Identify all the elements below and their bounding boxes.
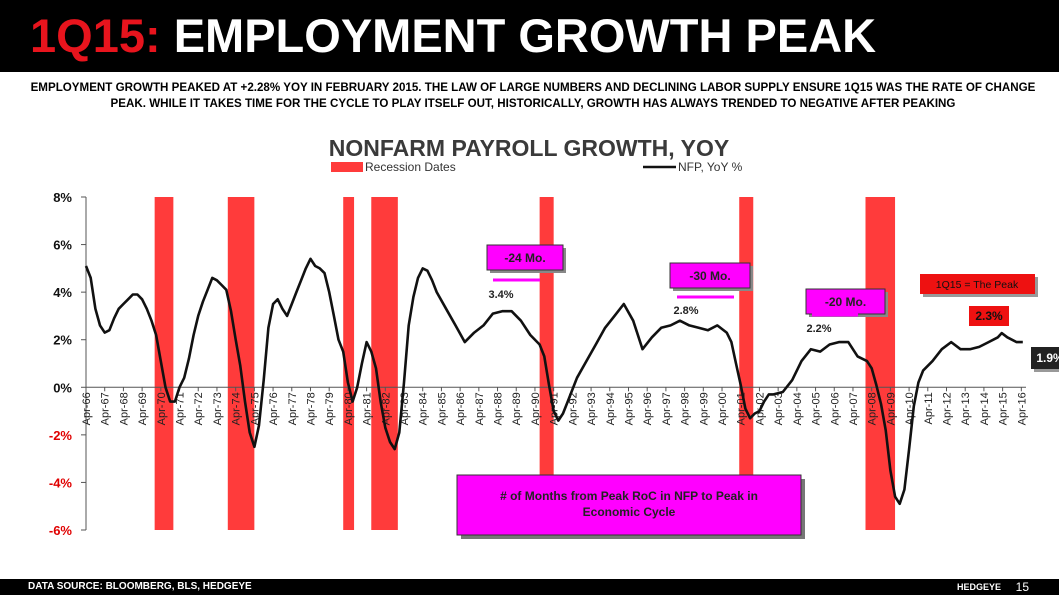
x-tick-label: Apr-71 [175, 392, 187, 425]
peak-title-label: 1Q15 = The Peak [936, 279, 1019, 291]
page-title-prefix: 1Q15: [30, 9, 161, 62]
x-tick-label: Apr-98 [680, 392, 692, 425]
x-tick-label: Apr-79 [324, 392, 336, 425]
x-tick-label: Apr-16 [1016, 392, 1028, 425]
page-subtitle: EMPLOYMENT GROWTH PEAKED AT +2.28% YOY I… [30, 81, 1036, 110]
x-tick-label: Apr-94 [605, 392, 617, 425]
x-tick-label: Apr-99 [698, 392, 710, 425]
cycle-peak-label: 2.2% [806, 323, 831, 335]
cycle-months-box [669, 262, 751, 289]
y-tick-label: 2% [53, 333, 72, 348]
cycle-peak-label: 2.8% [673, 305, 698, 317]
legend-label-nfp: NFP, YoY % [678, 160, 743, 174]
cycle-months-label: -20 Mo. [825, 295, 866, 309]
x-tick-label: Apr-87 [474, 392, 486, 425]
legend-label-recession: Recession Dates [365, 160, 456, 174]
x-tick-label: Apr-05 [811, 392, 823, 425]
x-tick-label: Apr-09 [885, 392, 897, 425]
page-title-main: EMPLOYMENT GROWTH PEAK [173, 9, 877, 62]
callout-text: # of Months from Peak RoC in NFP to Peak… [500, 489, 758, 519]
x-tick-label: Apr-07 [848, 392, 860, 425]
current-value-label: 1.9% [1036, 351, 1059, 365]
nfp-series-line [84, 257, 1023, 506]
x-tick-label: Apr-89 [511, 392, 523, 425]
y-tick-label: 4% [53, 285, 72, 300]
current-value-box [1031, 347, 1059, 369]
x-tick-label: Apr-04 [792, 392, 804, 425]
cycle-months-label: -30 Mo. [689, 269, 730, 283]
cycle-months-box [805, 288, 886, 315]
y-tick-label: 0% [53, 380, 72, 395]
x-tick-label: Apr-84 [418, 392, 430, 425]
x-tick-label: Apr-70 [156, 392, 168, 425]
chart-title: NONFARM PAYROLL GROWTH, YOY [329, 135, 729, 161]
x-tick-label: Apr-69 [137, 392, 149, 425]
x-tick-label: Apr-67 [100, 392, 112, 425]
x-tick-label: Apr-75 [249, 392, 261, 425]
callout-box [456, 474, 802, 536]
page-number: 15 [1015, 580, 1029, 594]
x-tick-label: Apr-72 [193, 392, 205, 425]
x-tick-label: Apr-95 [623, 392, 635, 425]
x-tick-label: Apr-74 [231, 392, 243, 425]
x-tick-label: Apr-13 [960, 392, 972, 425]
cycle-months-label: -24 Mo. [504, 251, 545, 265]
x-tick-label: Apr-03 [773, 392, 785, 425]
x-tick-label: Apr-93 [586, 392, 598, 425]
peak-value-label: 2.3% [975, 309, 1003, 323]
x-tick-label: Apr-08 [867, 392, 879, 425]
x-tick-label: Apr-14 [979, 392, 991, 425]
y-tick-label: -2% [49, 428, 73, 443]
x-tick-label: Apr-77 [287, 392, 299, 425]
peak-value-box [969, 306, 1009, 326]
y-tick-label: -4% [49, 475, 73, 490]
legend-swatch-recession [331, 162, 363, 172]
x-tick-label: Apr-90 [530, 392, 542, 425]
x-tick-label: Apr-76 [268, 392, 280, 425]
page-title: 1Q15: EMPLOYMENT GROWTH PEAK [30, 6, 876, 66]
x-tick-label: Apr-78 [305, 392, 317, 425]
x-tick-label: Apr-81 [362, 392, 374, 425]
y-tick-label: -6% [49, 523, 73, 538]
cycle-peak-label: 3.4% [488, 289, 513, 301]
brand-name: HEDGEYE [956, 582, 1001, 592]
x-tick-label: Apr-88 [493, 392, 505, 425]
x-tick-label: Apr-85 [436, 392, 448, 425]
x-tick-label: Apr-86 [455, 392, 467, 425]
y-tick-label: 8% [53, 190, 72, 205]
x-tick-label: Apr-92 [567, 392, 579, 425]
x-tick-label: Apr-96 [642, 392, 654, 425]
x-tick-label: Apr-68 [118, 392, 130, 425]
recession-bar-0 [154, 197, 174, 530]
x-tick-label: Apr-06 [829, 392, 841, 425]
y-tick-label: 6% [53, 238, 72, 253]
footer-bar: DATA SOURCE: BLOOMBERG, BLS, HEDGEYE HED… [0, 579, 1059, 595]
x-tick-label: Apr-12 [941, 392, 953, 425]
x-tick-label: Apr-73 [212, 392, 224, 425]
peak-title-box [920, 274, 1035, 294]
recession-bar-2 [343, 197, 355, 530]
x-tick-label: Apr-00 [717, 392, 729, 425]
data-source: DATA SOURCE: BLOOMBERG, BLS, HEDGEYE [28, 581, 252, 592]
x-tick-label: Apr-97 [661, 392, 673, 425]
x-tick-label: Apr-15 [998, 392, 1010, 425]
x-tick-label: Apr-11 [923, 392, 935, 424]
header-bar: 1Q15: EMPLOYMENT GROWTH PEAK [0, 0, 1059, 72]
cycle-months-box [486, 244, 564, 271]
x-tick-label: Apr-66 [81, 392, 93, 425]
